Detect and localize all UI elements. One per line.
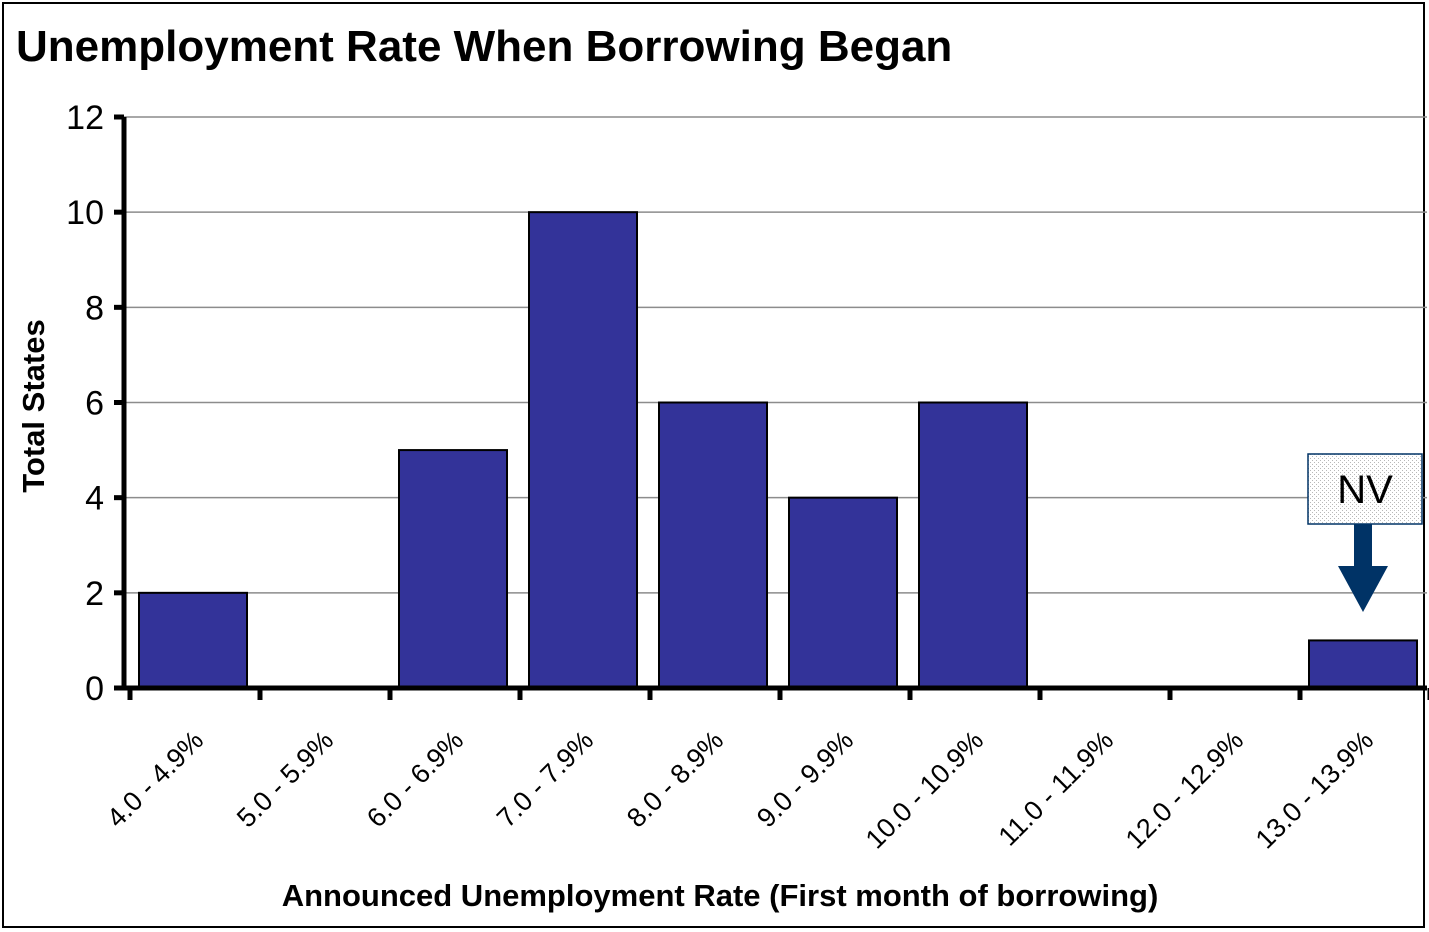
- bar-5: [788, 496, 898, 689]
- x-tick-label: 12.0 - 12.9%: [1120, 725, 1249, 854]
- chart-title: Unemployment Rate When Borrowing Began: [16, 22, 953, 71]
- y-axis-title: Total States: [16, 319, 51, 492]
- nv-callout: NV: [1307, 453, 1423, 612]
- callout-arrow-shaft: [1354, 524, 1372, 568]
- x-tick-label: 8.0 - 8.9%: [621, 725, 729, 833]
- x-tick-label: 5.0 - 5.9%: [231, 725, 339, 833]
- x-axis-title: Announced Unemployment Rate (First month…: [282, 878, 1159, 913]
- x-tick-label: 9.0 - 9.9%: [751, 725, 859, 833]
- callout-label: NV: [1337, 468, 1393, 512]
- bar-9: [1308, 639, 1418, 690]
- y-tick-label: 0: [85, 670, 104, 708]
- bar-0: [138, 591, 248, 689]
- axes: [114, 114, 1429, 700]
- bar-4: [658, 401, 768, 689]
- y-tick-label: 2: [85, 575, 104, 613]
- x-tick-label: 10.0 - 10.9%: [860, 725, 989, 854]
- x-tick-label: 7.0 - 7.9%: [491, 725, 599, 833]
- y-tick-label: 12: [66, 99, 104, 137]
- x-tick-labels: 4.0 - 4.9% 5.0 - 5.9% 6.0 - 6.9% 7.0 - 7.9%…: [101, 725, 1379, 854]
- y-tick-labels: 0 2 4 6 8 10 12: [66, 99, 104, 708]
- bar-3: [528, 211, 638, 690]
- y-tick-label: 10: [66, 194, 104, 232]
- y-tick-label: 6: [85, 385, 104, 423]
- x-tick-label: 13.0 - 13.9%: [1250, 725, 1379, 854]
- y-tick-label: 8: [85, 289, 104, 327]
- x-tick-label: 4.0 - 4.9%: [101, 725, 209, 833]
- bar-6: [918, 401, 1028, 689]
- x-tick-label: 6.0 - 6.9%: [361, 725, 469, 833]
- x-tick-label: 11.0 - 11.9%: [993, 725, 1120, 852]
- bars: [138, 211, 1418, 690]
- y-tick-label: 4: [85, 480, 104, 518]
- callout-arrow-head: [1338, 566, 1388, 612]
- gridlines: [124, 116, 1427, 594]
- bar-2: [398, 449, 508, 690]
